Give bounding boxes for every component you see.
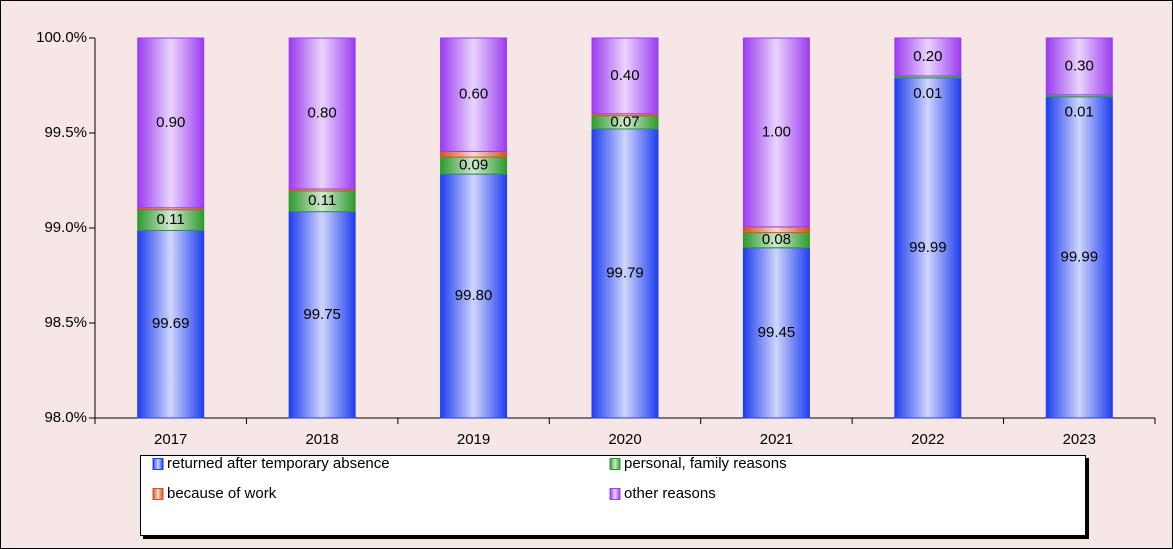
data-label: 99.99 (1061, 248, 1099, 265)
bar-segment (137, 37, 205, 209)
y-tick-label: 99.0% (44, 219, 87, 236)
bar-segment (288, 211, 356, 419)
data-label: 99.69 (152, 315, 190, 332)
data-label: 0.11 (157, 211, 185, 228)
data-label: 0.01 (1065, 104, 1094, 121)
x-tick-label: 2023 (1063, 431, 1096, 448)
data-label: 0.09 (459, 157, 488, 174)
bar-segment (440, 37, 508, 152)
y-tick-label: 100.0% (36, 29, 87, 46)
bar-segment (288, 37, 356, 190)
bar-segment (591, 37, 659, 115)
y-tick-label: 99.5% (44, 124, 87, 141)
legend-swatch (609, 488, 621, 500)
legend-label: because of work (167, 485, 277, 502)
legend-shadow (1086, 458, 1089, 538)
x-tick-label: 2018 (305, 431, 338, 448)
x-tick-label: 2017 (154, 431, 187, 448)
data-label: 0.90 (156, 114, 185, 131)
data-label: 0.11 (308, 192, 336, 209)
y-tick-label: 98.0% (44, 409, 87, 426)
data-label: 0.60 (459, 86, 488, 103)
data-label: 99.75 (303, 306, 341, 323)
bar-segment (894, 37, 962, 77)
data-label: 99.79 (606, 264, 644, 281)
bar-segment (440, 173, 508, 419)
bar-segment (1045, 37, 1113, 96)
data-label: 99.80 (455, 287, 493, 304)
legend-swatch (609, 458, 621, 470)
legend-swatch (152, 458, 164, 470)
legend-label: other reasons (624, 485, 716, 502)
x-tick-label: 2021 (760, 431, 793, 448)
data-label: 1.00 (762, 123, 791, 140)
data-label: 0.08 (762, 231, 791, 248)
data-label: 0.20 (913, 48, 942, 65)
legend-shadow (143, 536, 1089, 539)
data-label: 99.99 (909, 239, 947, 256)
bar-segment (591, 128, 659, 419)
data-label: 99.45 (758, 324, 796, 341)
bar-segment (742, 226, 810, 234)
x-tick-label: 2022 (911, 431, 944, 448)
legend-swatch (152, 488, 164, 500)
y-tick-label: 98.5% (44, 314, 87, 331)
data-label: 0.01 (913, 85, 942, 102)
bar-segment (137, 229, 205, 419)
bar-segment (1045, 96, 1113, 419)
data-label: 0.80 (308, 104, 337, 121)
bar-segment (894, 77, 962, 419)
bar-segment (742, 37, 810, 228)
bar-segment (440, 150, 508, 158)
data-label: 0.40 (610, 67, 639, 84)
data-label: 0.07 (610, 113, 639, 130)
x-tick-label: 2019 (457, 431, 490, 448)
bar-segment (742, 247, 810, 419)
data-label: 0.30 (1065, 57, 1094, 74)
legend-label: returned after temporary absence (167, 455, 390, 472)
legend-label: personal, family reasons (624, 455, 787, 472)
x-tick-label: 2020 (608, 431, 641, 448)
